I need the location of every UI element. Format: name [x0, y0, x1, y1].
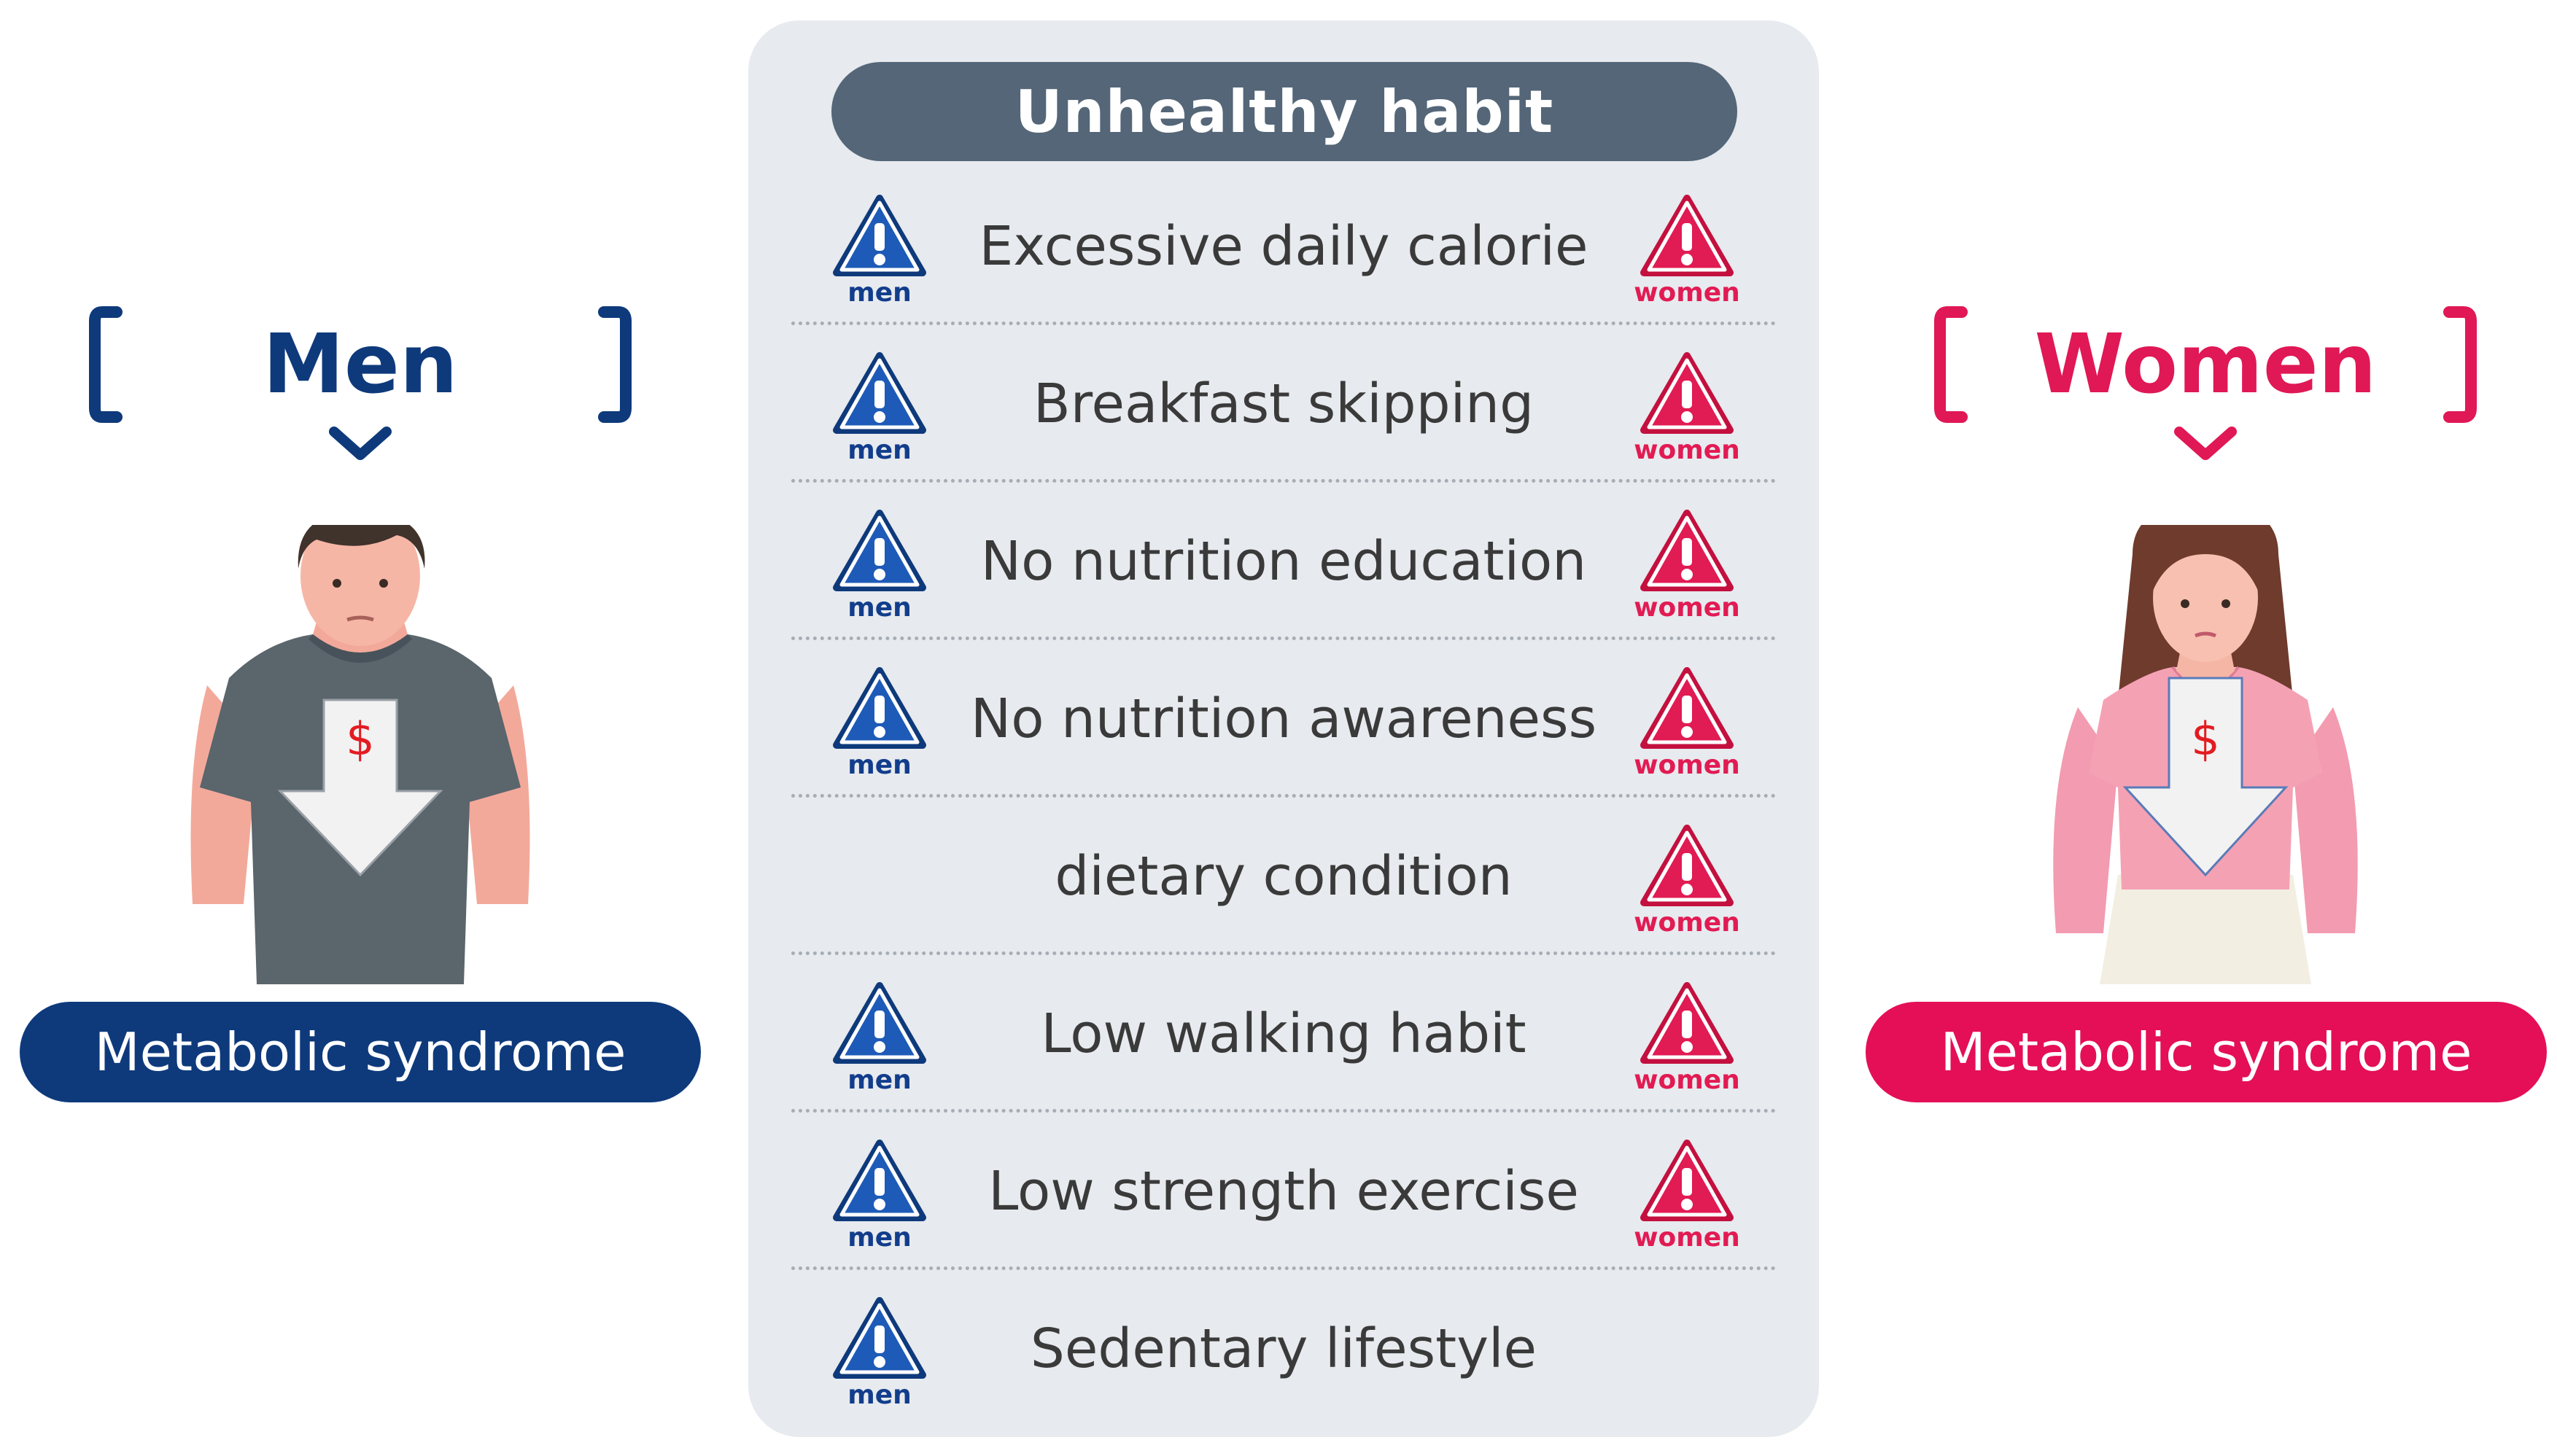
- row-divider: [791, 1109, 1776, 1113]
- row-divider: [791, 322, 1776, 325]
- women-warning-icon: women: [1634, 980, 1740, 1097]
- habit-label: Sedentary lifestyle: [1030, 1317, 1537, 1380]
- women-warning-icon: women: [1634, 350, 1740, 467]
- men-warning-label: men: [847, 435, 912, 465]
- men-warning-label: men: [847, 1380, 912, 1410]
- men-warning-icon: men: [832, 192, 927, 309]
- women-warning-icon: women: [1634, 665, 1740, 782]
- habit-row: men Sedentary lifestyle: [791, 1270, 1776, 1428]
- men-label: Men: [89, 305, 632, 424]
- row-divider: [791, 1266, 1776, 1270]
- habit-label: No nutrition awareness: [970, 688, 1597, 750]
- habit-label: Low walking habit: [1041, 1003, 1526, 1065]
- women-label: Women: [1934, 305, 2477, 424]
- men-warning-label: men: [847, 278, 912, 308]
- row-divider: [791, 794, 1776, 798]
- svg-text:$: $: [2191, 712, 2219, 766]
- man-figure-icon: $: [190, 525, 530, 984]
- habit-label: dietary condition: [1055, 845, 1513, 908]
- women-label-text: Women: [2034, 317, 2377, 412]
- women-warning-icon: women: [1634, 507, 1740, 624]
- svg-text:$: $: [346, 712, 374, 766]
- women-warning-icon: women: [1634, 822, 1740, 939]
- men-warning-icon: men: [832, 350, 927, 467]
- unhealthy-habit-panel: [748, 20, 1819, 1437]
- women-warning-label: women: [1634, 1065, 1740, 1095]
- women-chevron-down-icon: [2174, 427, 2237, 460]
- habit-label: No nutrition education: [980, 530, 1587, 593]
- habit-row: men No nutrition awareness women: [791, 640, 1776, 798]
- row-divider: [791, 951, 1776, 955]
- men-bracket-frame: [89, 306, 632, 423]
- women-warning-label: women: [1634, 278, 1740, 308]
- habit-row: men Low strength exercise women: [791, 1113, 1776, 1270]
- men-warning-label: men: [847, 750, 912, 780]
- habit-label: Excessive daily calorie: [979, 215, 1588, 278]
- row-divider: [791, 636, 1776, 640]
- men-warning-icon: men: [832, 665, 927, 782]
- men-warning-icon: men: [832, 507, 927, 624]
- habit-row: dietary condition women: [791, 798, 1776, 955]
- habit-label: Breakfast skipping: [1033, 373, 1534, 435]
- women-bracket-frame: [1934, 306, 2477, 423]
- habit-row: men Excessive daily calorie women: [791, 168, 1776, 325]
- women-warning-label: women: [1634, 908, 1740, 938]
- men-warning-icon: men: [832, 1137, 927, 1254]
- habit-row: men Breakfast skipping women: [791, 325, 1776, 483]
- men-label-text: Men: [263, 317, 458, 412]
- men-metabolic-syndrome: Metabolic syndrome: [20, 1002, 701, 1102]
- men-warning-icon: men: [832, 980, 927, 1097]
- women-metabolic-syndrome: Metabolic syndrome: [1866, 1002, 2547, 1102]
- men-warning-icon: men: [832, 1295, 927, 1412]
- women-warning-icon: women: [1634, 1137, 1740, 1254]
- women-warning-label: women: [1634, 1223, 1740, 1253]
- women-warning-label: women: [1634, 750, 1740, 780]
- habit-label: Low strength exercise: [988, 1160, 1579, 1223]
- habit-row: men Low walking habit women: [791, 955, 1776, 1113]
- panel-title: Unhealthy habit: [831, 62, 1737, 161]
- habit-row: men No nutrition education women: [791, 483, 1776, 640]
- men-chevron-down-icon: [329, 427, 392, 460]
- men-warning-label: men: [847, 1223, 912, 1253]
- women-warning-label: women: [1634, 593, 1740, 623]
- women-warning-icon: women: [1634, 192, 1740, 309]
- woman-figure-icon: $: [2053, 525, 2358, 984]
- women-warning-label: women: [1634, 435, 1740, 465]
- row-divider: [791, 479, 1776, 483]
- men-warning-label: men: [847, 593, 912, 623]
- men-warning-label: men: [847, 1065, 912, 1095]
